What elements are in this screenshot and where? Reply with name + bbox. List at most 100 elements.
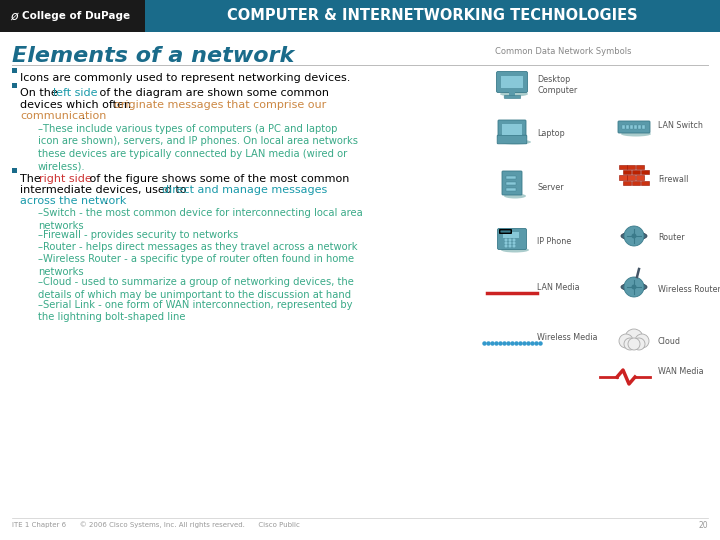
FancyBboxPatch shape — [497, 71, 528, 92]
Circle shape — [628, 338, 640, 350]
Text: On the: On the — [20, 88, 61, 98]
Bar — [630, 125, 632, 129]
Text: The: The — [20, 173, 44, 184]
Bar — [502, 124, 522, 135]
FancyBboxPatch shape — [498, 120, 526, 138]
Bar — [623, 180, 631, 185]
Text: Wireless Media: Wireless Media — [537, 333, 598, 341]
Circle shape — [633, 338, 645, 350]
Text: communication: communication — [20, 111, 107, 121]
Circle shape — [513, 242, 515, 244]
Text: LAN Media: LAN Media — [537, 282, 580, 292]
Text: right side: right side — [39, 173, 91, 184]
Text: COMPUTER & INTERNETWORKING TECHNOLOGIES: COMPUTER & INTERNETWORKING TECHNOLOGIES — [227, 9, 637, 24]
Bar — [12, 83, 17, 87]
Bar — [641, 170, 649, 174]
Bar — [506, 181, 516, 185]
Text: of the diagram are shown some common: of the diagram are shown some common — [96, 88, 328, 98]
Bar — [504, 95, 520, 98]
Bar — [509, 91, 515, 96]
Circle shape — [505, 242, 507, 244]
Text: ITE 1 Chapter 6      © 2006 Cisco Systems, Inc. All rights reserved.      Cisco : ITE 1 Chapter 6 © 2006 Cisco Systems, In… — [12, 522, 300, 528]
Bar — [506, 176, 516, 179]
Text: direct and manage messages: direct and manage messages — [161, 185, 327, 195]
Text: College of DuPage: College of DuPage — [22, 11, 130, 21]
Circle shape — [619, 334, 633, 348]
Text: LAN Switch: LAN Switch — [658, 122, 703, 131]
Circle shape — [625, 329, 643, 347]
Bar — [642, 125, 644, 129]
Bar — [636, 165, 644, 169]
Bar — [623, 170, 631, 174]
Text: –Router - helps direct messages as they travel across a network: –Router - helps direct messages as they … — [38, 242, 358, 253]
Circle shape — [509, 239, 510, 241]
Bar — [641, 180, 649, 185]
Circle shape — [513, 239, 515, 241]
Ellipse shape — [504, 193, 526, 199]
Text: Elements of a network: Elements of a network — [12, 46, 294, 66]
Bar — [634, 125, 636, 129]
Text: Wireless Router: Wireless Router — [658, 285, 720, 294]
Text: intermediate devices, used to: intermediate devices, used to — [20, 185, 190, 195]
Text: WAN Media: WAN Media — [658, 367, 703, 375]
Text: –These include various types of computers (a PC and laptop
icon are shown), serv: –These include various types of computer… — [38, 124, 358, 172]
Text: left side: left side — [53, 88, 97, 98]
Ellipse shape — [621, 283, 647, 291]
Circle shape — [509, 242, 510, 244]
Bar — [12, 68, 17, 72]
Circle shape — [624, 226, 644, 246]
Ellipse shape — [499, 139, 531, 145]
Ellipse shape — [501, 247, 529, 253]
Text: .: . — [81, 111, 85, 121]
Text: ø: ø — [10, 10, 17, 23]
Text: of the figure shows some of the most common: of the figure shows some of the most com… — [86, 173, 349, 184]
Text: Firewall: Firewall — [658, 174, 688, 184]
Circle shape — [624, 338, 636, 350]
Ellipse shape — [621, 132, 651, 137]
Text: IP Phone: IP Phone — [537, 238, 571, 246]
FancyBboxPatch shape — [502, 171, 522, 195]
Bar — [632, 170, 640, 174]
Circle shape — [505, 239, 507, 241]
Text: –Firewall - provides security to networks: –Firewall - provides security to network… — [38, 231, 238, 240]
Bar — [12, 168, 17, 173]
Text: 20: 20 — [698, 521, 708, 530]
Circle shape — [509, 245, 510, 247]
Text: –Wireless Router - a specific type of router often found in home
networks: –Wireless Router - a specific type of ro… — [38, 254, 354, 278]
Text: .: . — [105, 197, 109, 206]
Circle shape — [631, 233, 636, 239]
Text: –Switch - the most common device for interconnecting local area
networks: –Switch - the most common device for int… — [38, 208, 363, 231]
Bar — [618, 165, 626, 169]
Circle shape — [631, 285, 636, 289]
Circle shape — [505, 245, 507, 247]
Text: across the network: across the network — [20, 197, 127, 206]
Text: Router: Router — [658, 233, 685, 242]
Circle shape — [624, 277, 644, 297]
Bar — [501, 76, 523, 88]
Bar — [636, 175, 644, 180]
Ellipse shape — [500, 91, 528, 97]
Circle shape — [513, 245, 515, 247]
Bar — [638, 125, 641, 129]
Text: Common Data Network Symbols: Common Data Network Symbols — [495, 47, 631, 56]
Bar — [618, 175, 626, 180]
Bar — [622, 125, 624, 129]
Ellipse shape — [503, 96, 521, 98]
Bar — [0, 0, 145, 32]
FancyBboxPatch shape — [618, 121, 650, 133]
Bar — [503, 232, 519, 238]
Ellipse shape — [621, 232, 647, 240]
FancyBboxPatch shape — [498, 135, 527, 144]
Bar — [0, 0, 720, 32]
Text: devices which often: devices which often — [20, 99, 135, 110]
Text: Desktop
Computer: Desktop Computer — [537, 75, 577, 95]
Bar — [626, 125, 629, 129]
Text: –Serial Link - one form of WAN interconnection, represented by
the lightning bol: –Serial Link - one form of WAN interconn… — [38, 300, 353, 322]
Bar — [627, 165, 635, 169]
FancyBboxPatch shape — [498, 228, 526, 249]
Bar — [632, 180, 640, 185]
Circle shape — [635, 334, 649, 348]
Text: originate messages that comprise our: originate messages that comprise our — [114, 99, 327, 110]
FancyBboxPatch shape — [500, 230, 511, 233]
Text: Icons are commonly used to represent networking devices.: Icons are commonly used to represent net… — [20, 73, 351, 83]
